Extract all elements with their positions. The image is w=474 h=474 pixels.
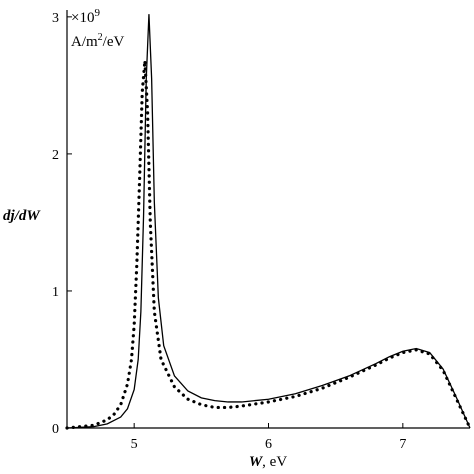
y-axis-label: dj/dW (3, 208, 41, 224)
x-axis-label: W, eV (249, 454, 288, 470)
y-tick-label: 1 (52, 285, 59, 300)
y-unit-tail: /eV (103, 34, 125, 50)
y-multiplier-prefix: ×10 (71, 10, 94, 26)
labels: W, eV dj/dW ×109 A/m2/eV (3, 7, 287, 470)
y-unit-sup: 2 (98, 32, 103, 43)
x-tick-label: 5 (131, 437, 138, 452)
x-axis-label-var: W (249, 454, 264, 470)
y-tick-label: 0 (52, 422, 59, 437)
y-multiplier-exp: 9 (94, 7, 100, 19)
series-line-solid (66, 14, 471, 429)
x-tick-label: 6 (265, 437, 272, 452)
y-unit-main: A/m (71, 34, 98, 50)
series-layer (65, 14, 472, 430)
ticks: 5 6 7 0 1 2 3 (52, 11, 406, 452)
x-axis-label-unit: , eV (262, 454, 287, 470)
y-unit: A/m2/eV (71, 32, 124, 50)
series-line-dotted (65, 60, 472, 430)
y-multiplier: ×109 (71, 7, 100, 26)
axes (66, 10, 470, 429)
x-tick-label: 7 (399, 437, 406, 452)
y-tick-label: 2 (52, 148, 59, 163)
y-tick-label: 3 (52, 11, 59, 26)
